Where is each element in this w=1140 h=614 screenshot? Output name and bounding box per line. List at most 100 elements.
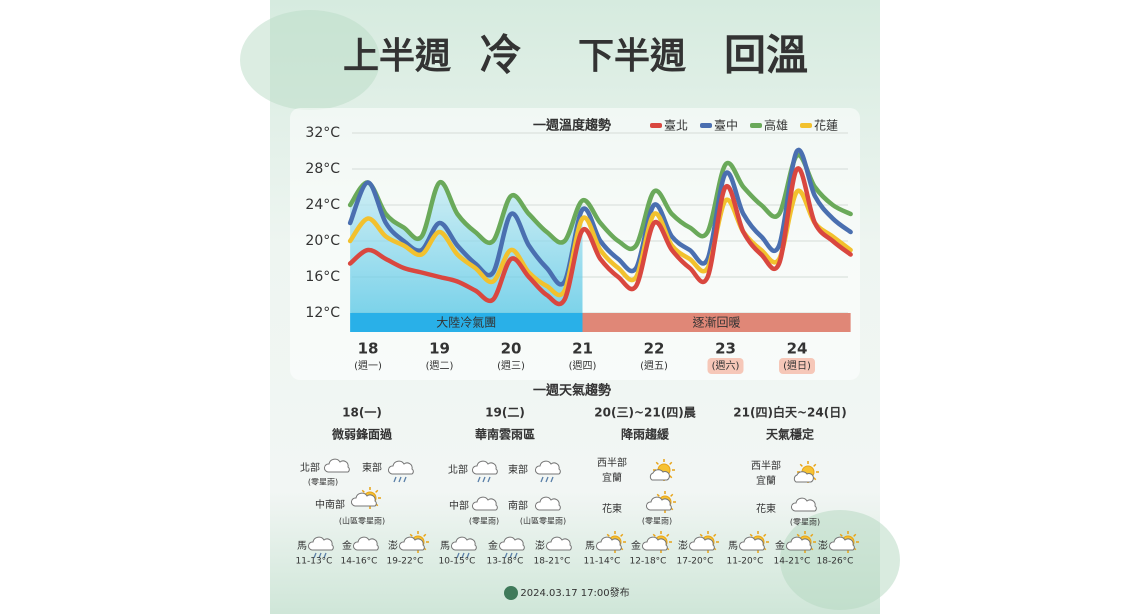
cold-shading xyxy=(350,182,583,313)
cloud xyxy=(451,536,477,551)
legend-swatch xyxy=(650,123,662,128)
island-temp: 12-18°C xyxy=(630,557,667,567)
weather-title: 一週天氣趨勢 xyxy=(533,383,611,399)
watercolor xyxy=(780,510,900,610)
temperature-line xyxy=(347,188,853,298)
island-temp: 14-16°C xyxy=(341,557,378,567)
island-name: 金 xyxy=(342,539,352,552)
watercolor xyxy=(240,10,380,110)
rain-drop xyxy=(318,552,322,559)
x-tick-sublabel: (週三) xyxy=(497,359,525,372)
sun-ray xyxy=(713,533,717,537)
y-tick-label: 28°C xyxy=(305,161,340,177)
cloud xyxy=(353,536,379,551)
cloud xyxy=(689,536,715,551)
weather-icon xyxy=(451,536,477,559)
weather-icon xyxy=(786,531,816,553)
weather-icon xyxy=(351,487,381,509)
cloud xyxy=(388,460,414,475)
region-note: (山區零星雨) xyxy=(520,516,566,526)
island-name: 澎 xyxy=(535,540,545,552)
sun-ray xyxy=(656,493,660,497)
x-tick-label: 21 xyxy=(572,340,593,358)
region-name: 中南部 xyxy=(315,498,345,511)
sun-ray xyxy=(839,533,843,537)
island-name: 澎 xyxy=(678,540,688,552)
legend-swatch xyxy=(750,123,762,128)
cloud xyxy=(596,536,622,551)
cloud xyxy=(324,458,350,473)
temperature-line xyxy=(347,166,853,307)
x-tick-sublabel: (週五) xyxy=(640,359,668,372)
region-note: (零星雨) xyxy=(790,518,820,527)
legend-label: 花蓮 xyxy=(814,118,838,133)
weekend-highlight xyxy=(707,358,744,374)
region-name: 宜蘭 xyxy=(756,474,776,487)
cloud xyxy=(829,536,855,551)
y-tick-label: 24°C xyxy=(305,197,340,213)
sun-ray xyxy=(749,533,753,537)
y-tick-label: 20°C xyxy=(305,233,340,249)
y-tick-label: 12°C xyxy=(305,305,340,321)
rain-drop xyxy=(482,476,486,483)
sun-ray xyxy=(669,475,673,479)
weather-icon xyxy=(546,536,572,551)
rain-drop xyxy=(323,552,327,559)
weather-icon xyxy=(689,531,719,553)
x-tick-label: 24 xyxy=(787,340,808,358)
region-name: 西半部 xyxy=(597,456,627,469)
region-name: 南部 xyxy=(508,499,528,512)
y-tick-label: 16°C xyxy=(305,269,340,285)
legend-label: 臺中 xyxy=(714,118,738,133)
cloud xyxy=(793,471,814,483)
sun-ray xyxy=(423,533,427,537)
y-tick-label: 32°C xyxy=(305,125,340,141)
column-desc: 微弱鋒面過 xyxy=(332,427,393,442)
cloud xyxy=(791,497,817,512)
region-name: 東部 xyxy=(508,463,528,476)
rain-drop xyxy=(504,552,508,559)
x-tick-sublabel: (週日) xyxy=(783,359,811,372)
weather-icon xyxy=(642,531,672,553)
island-temp: 18-21°C xyxy=(534,557,571,567)
period-band xyxy=(582,313,851,332)
period-label: 大陸冷氣團 xyxy=(436,316,496,330)
cloud xyxy=(499,536,525,551)
weather-icon xyxy=(353,536,379,551)
rain-drop xyxy=(514,552,518,559)
x-tick-label: 20 xyxy=(501,340,522,358)
content: 上半週冷 下半週 回溫一週溫度趨勢 12°C 16°C 20°C 24°C 28°C 32°C 臺… xyxy=(296,31,859,600)
island-name: 馬 xyxy=(440,540,450,552)
cloud xyxy=(472,460,498,475)
cloud xyxy=(546,536,572,551)
rain-drop xyxy=(398,476,402,483)
rain-drop xyxy=(477,476,481,483)
rain-drop xyxy=(487,476,491,483)
legend-swatch xyxy=(700,123,712,128)
x-tick-sublabel: (週一) xyxy=(354,359,382,372)
period-band xyxy=(350,313,583,332)
x-tick-sublabel: (週六) xyxy=(712,359,740,372)
column-desc: 降雨趨緩 xyxy=(621,427,670,442)
weekend-highlight xyxy=(779,358,815,374)
sun-ray xyxy=(606,533,610,537)
region-name: 宜蘭 xyxy=(602,471,622,484)
sun-ray xyxy=(620,533,624,537)
weather-icon xyxy=(535,496,561,511)
island-name: 馬 xyxy=(297,540,307,552)
sun-ray xyxy=(670,493,674,497)
weather-icon xyxy=(308,536,334,559)
title-part: 回溫 xyxy=(724,31,808,80)
sun-ray xyxy=(699,533,703,537)
rain-drop xyxy=(313,552,317,559)
region-name: 北部 xyxy=(300,461,320,474)
title-part: 冷 xyxy=(479,31,521,80)
sun-ray xyxy=(409,533,413,537)
weather-icon xyxy=(829,531,859,553)
sun-ray xyxy=(669,461,673,465)
cloud xyxy=(399,536,425,551)
sun-ray xyxy=(813,463,817,467)
x-tick-label: 18 xyxy=(358,340,379,358)
x-tick-label: 19 xyxy=(429,340,450,358)
